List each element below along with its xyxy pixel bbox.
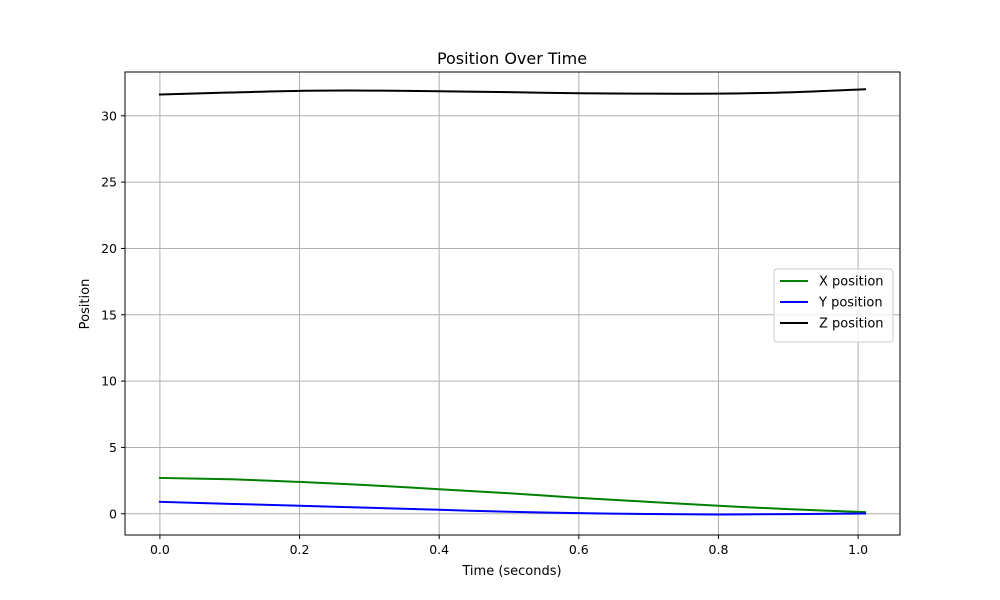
y-tick-label: 5 [109, 440, 117, 455]
x-tick-label: 1.0 [848, 542, 868, 557]
x-axis-label: Time (seconds) [461, 564, 561, 579]
y-axis-label: Position [78, 279, 93, 330]
legend-label-z-position: Z position [819, 317, 884, 332]
y-tick-label: 15 [101, 307, 117, 322]
x-tick-label: 0.4 [429, 542, 449, 557]
axis-ticks: 0.0 0.2 0.4 0.6 0.8 1.0 0 5 10 15 20 25 30 [101, 108, 868, 557]
series-line-x-position [158, 476, 867, 514]
legend: X position Y position Z position [773, 268, 894, 343]
legend-label-y-position: Y position [818, 296, 883, 311]
chart-title: Position Over Time [437, 49, 587, 68]
y-tick-label: 20 [101, 241, 117, 256]
x-tick-label: 0.8 [709, 542, 729, 557]
x-tick-label: 0.2 [290, 542, 310, 557]
x-tick-label: 0.6 [569, 542, 589, 557]
axes-frame [124, 71, 901, 536]
x-tick-label: 0.0 [150, 542, 170, 557]
y-tick-label: 0 [109, 506, 117, 521]
series-lines [158, 88, 867, 516]
y-tick-label: 10 [101, 374, 117, 389]
legend-label-x-position: X position [819, 275, 884, 290]
y-tick-label: 25 [101, 175, 117, 190]
series-line-y-position [158, 500, 867, 516]
series-line-z-position [158, 88, 867, 96]
y-tick-label: 30 [101, 108, 117, 123]
